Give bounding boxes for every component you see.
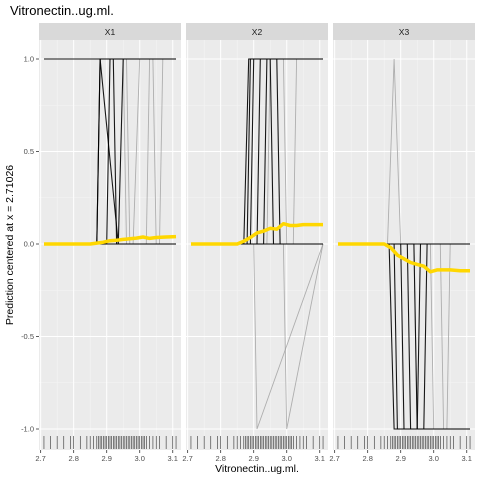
facet-panel-x1: X1 2.7 2.8 2.9 3.0 3.1	[35, 23, 181, 463]
x-tick-label: 3.0	[429, 454, 439, 463]
pdp-line	[44, 234, 177, 246]
facet-panel-x2: X2 2.7 2.8 2.9 3.0 3.1	[182, 23, 328, 463]
ice-line	[253, 58, 323, 245]
pdp-line	[191, 221, 323, 246]
x-tick-label: 3.0	[282, 454, 292, 463]
facet-strip	[186, 23, 328, 40]
facet-panel-x3: X3 2.7 2.8 2.9 3.0 3.1	[329, 23, 475, 463]
x-tick-label: 2.9	[101, 454, 111, 463]
pdp-line	[338, 242, 470, 274]
facet-panels: X1 2.7 2.8 2.9 3.0 3.1 X2 2.7 2.8 2.9 3.0 3.1 X3 2.7 2…	[35, 23, 475, 463]
x-tick-label: 2.8	[215, 454, 225, 463]
x-tick-label: 3.0	[135, 454, 145, 463]
x-tick-label: 2.7	[182, 454, 192, 463]
y-tick-label: 0.5	[24, 147, 34, 156]
y-tick-label: -0.5	[21, 332, 34, 341]
y-axis: 1.0 0.5 0.0 -0.5 -1.0	[21, 55, 39, 434]
x-tick-label: 3.1	[462, 454, 472, 463]
x-tick-label: 3.1	[168, 454, 178, 463]
x-tick-label: 2.7	[329, 454, 339, 463]
facet-strip-label: X2	[252, 27, 263, 37]
x-tick-label: 2.7	[35, 454, 45, 463]
facet-strip	[39, 23, 181, 40]
chart-title: Vitronectin..ug.ml.	[10, 3, 114, 18]
facet-strip	[333, 23, 475, 40]
facet-strip-label: X3	[399, 27, 410, 37]
y-tick-label: 1.0	[24, 55, 34, 64]
y-axis-title: Prediction centered at x = 2.71026	[4, 165, 16, 325]
x-tick-label: 3.1	[315, 454, 325, 463]
ice-line	[394, 243, 470, 430]
ice-line	[400, 243, 470, 430]
facet-strip-label: X1	[105, 27, 116, 37]
ice-line	[247, 58, 323, 245]
y-tick-label: -1.0	[21, 425, 34, 434]
x-tick-label: 2.9	[395, 454, 405, 463]
y-tick-label: 0.0	[24, 240, 34, 249]
ice-line	[99, 58, 176, 245]
x-tick-label: 2.8	[362, 454, 372, 463]
x-tick-label: 2.8	[68, 454, 78, 463]
x-tick-label: 2.9	[248, 454, 258, 463]
x-axis-title: Vitronectin..ug.ml.	[215, 463, 299, 475]
